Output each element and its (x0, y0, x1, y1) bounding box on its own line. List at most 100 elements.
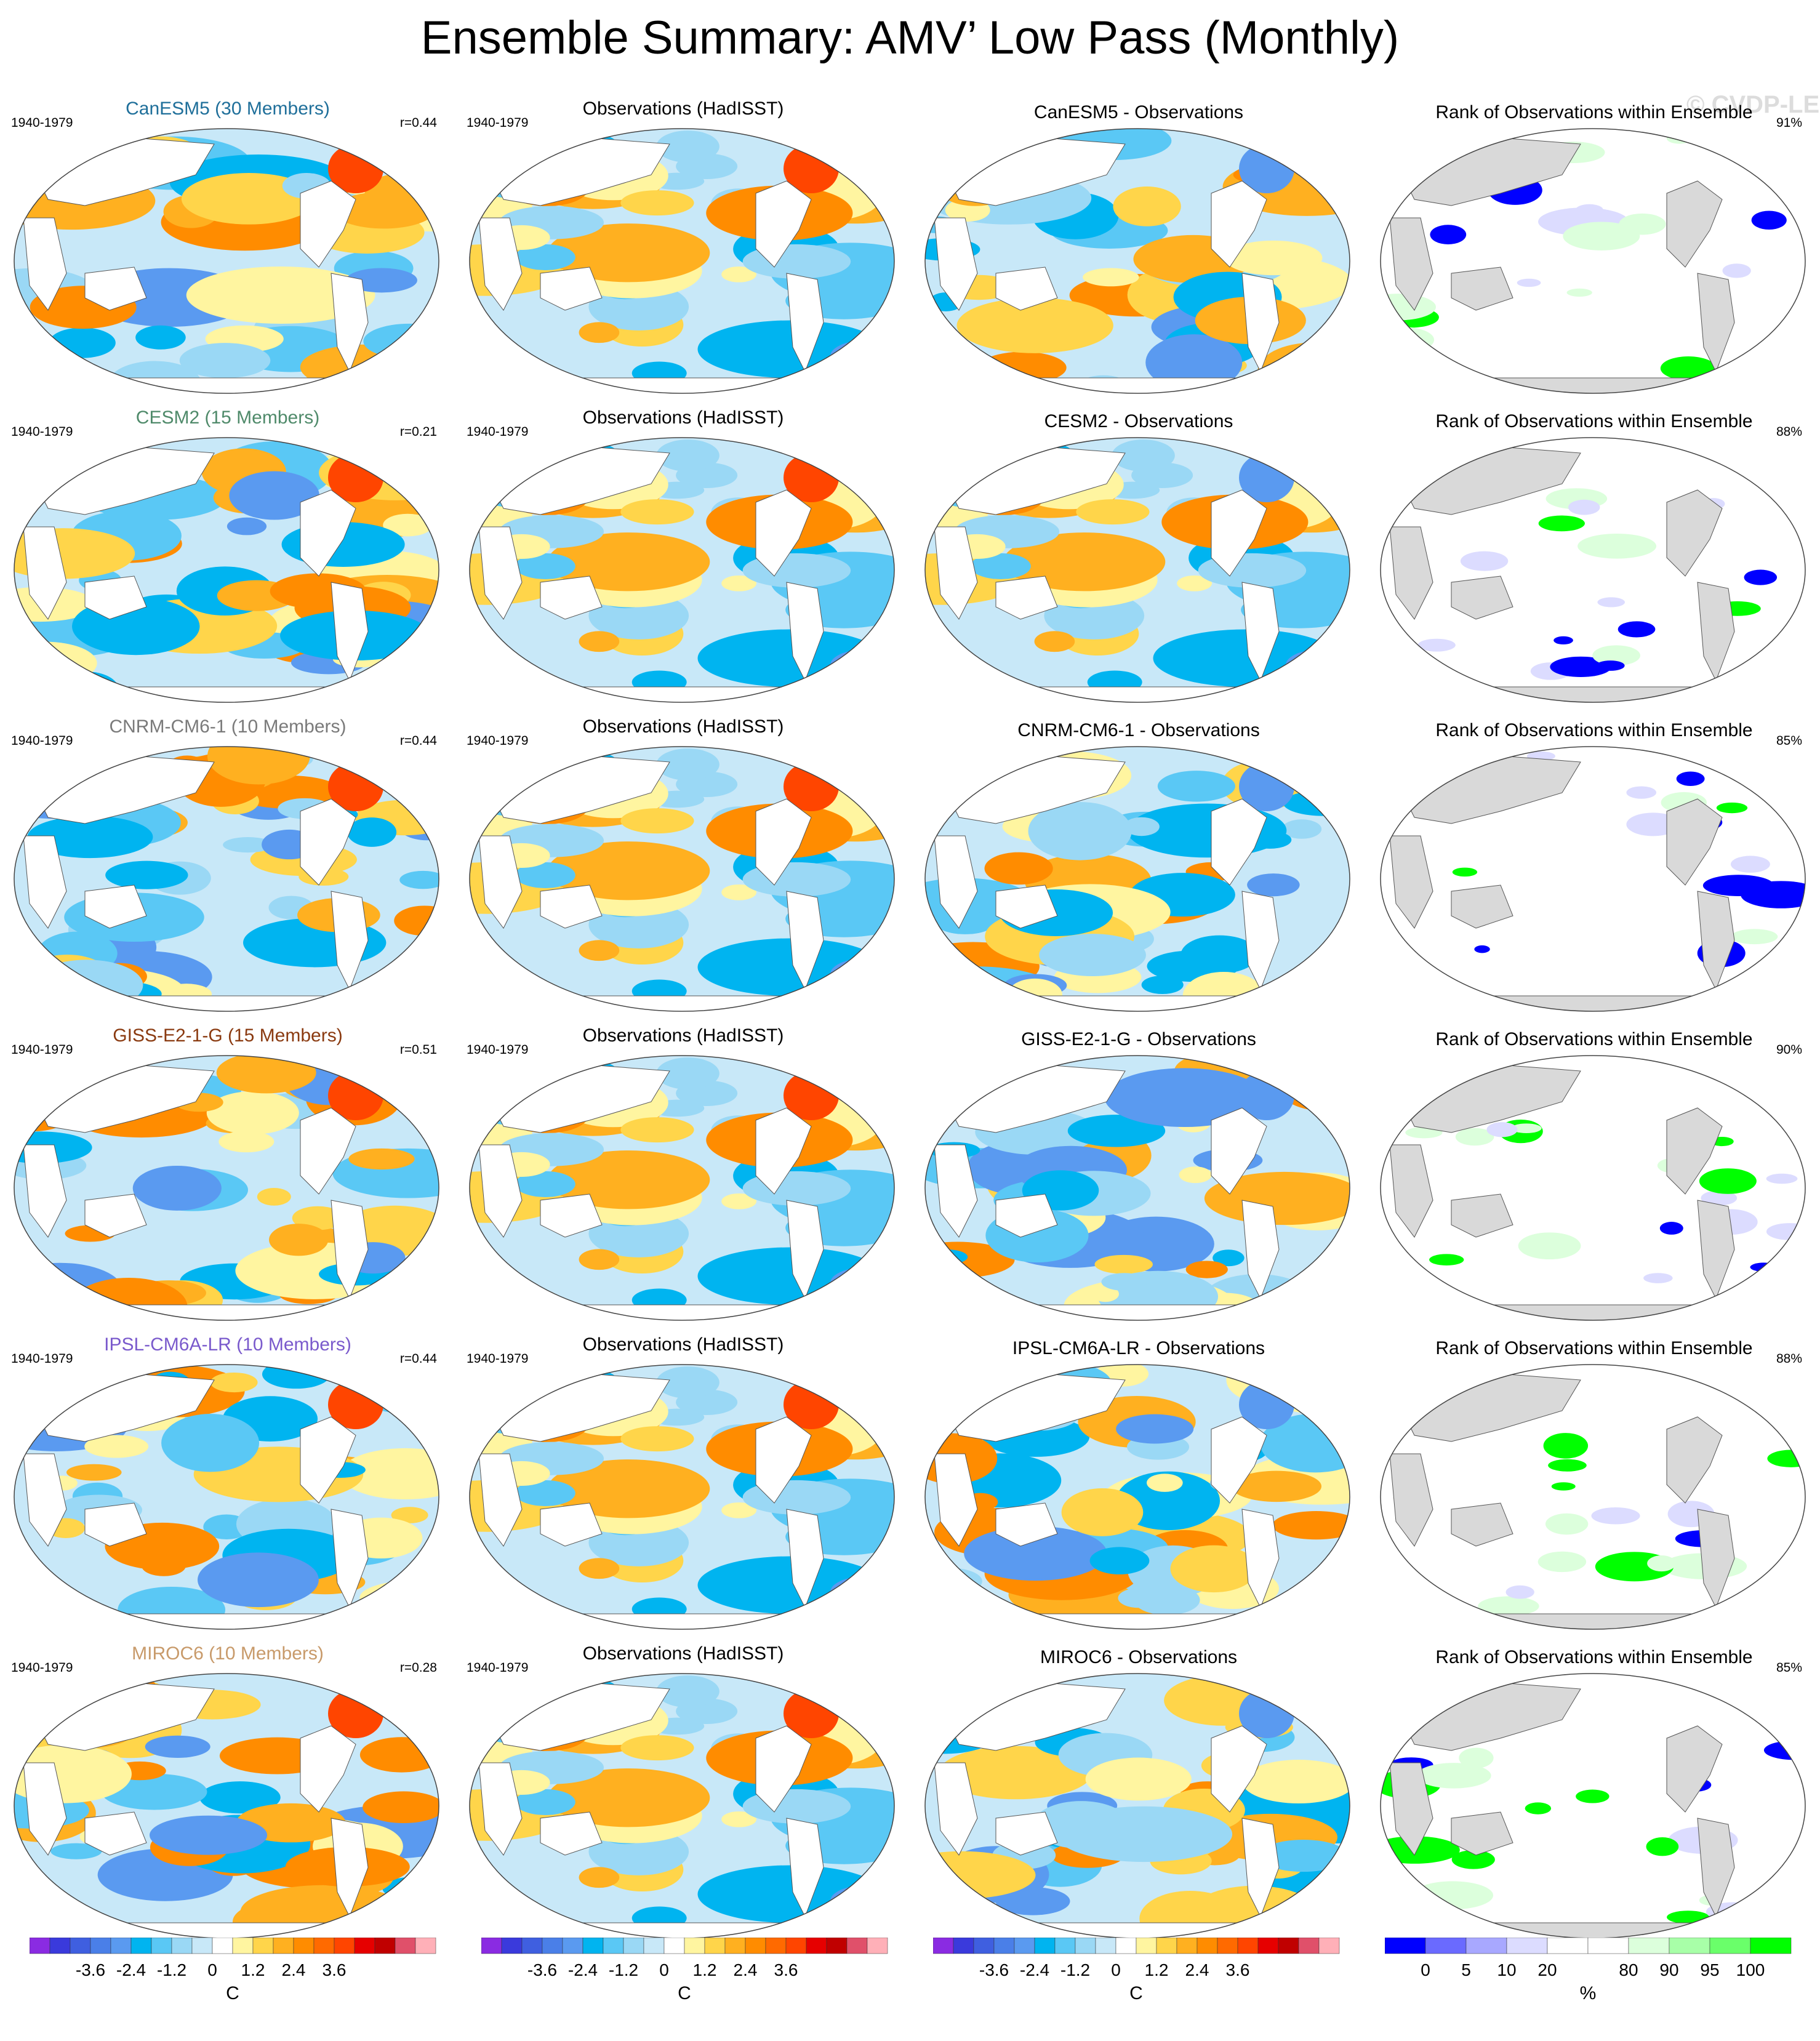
period-label: 1940-1979 (11, 734, 73, 748)
anomaly-blob (1224, 240, 1323, 276)
colorbar-tick-label: 2.4 (734, 1960, 758, 1979)
anomaly-blob (1591, 1507, 1640, 1525)
colorbar-tick-label: 80 (1619, 1960, 1638, 1979)
anomaly-blob (186, 267, 375, 324)
anomaly-blob (1517, 278, 1541, 287)
rank-title: Rank of Observations within Ensemble (1435, 102, 1753, 122)
continent-outline (1666, 489, 1723, 577)
continent-outline (1211, 180, 1267, 268)
anomaly-blob (84, 1435, 149, 1458)
continent-outline (934, 1453, 978, 1547)
colorbar-unit: C (226, 1983, 239, 2003)
colorbar-tick-label: 10 (1497, 1960, 1516, 1979)
anomaly-blob (1415, 438, 1458, 463)
continent-outline (1389, 526, 1433, 620)
colorbar-unit: C (1129, 1983, 1143, 2003)
rank-map (1380, 128, 1806, 394)
anomaly-blob (1146, 1474, 1183, 1492)
anomaly-blob (14, 345, 54, 366)
anomaly-blob (1083, 268, 1139, 287)
map-border (14, 746, 439, 1012)
difference-panel: CESM2 - Observations (911, 407, 1366, 717)
continent-outline (1211, 489, 1267, 577)
colorbar-swatch (1257, 1938, 1279, 1954)
observations-title: Observations (HadISST) (582, 716, 784, 737)
colorbar-swatch (49, 1938, 71, 1954)
colorbar-swatch (151, 1938, 172, 1954)
period-label: 1940-1979 (467, 116, 529, 130)
continent-outline (934, 217, 978, 311)
panel-row: IPSL-CM6A-LR (10 Members) 1940-1979 r=0.44… (0, 1334, 1820, 1644)
anomaly-blob (1576, 1789, 1610, 1803)
anomaly-blob (1281, 819, 1322, 839)
continent-outline (995, 884, 1058, 929)
colorbar-swatch (542, 1938, 563, 1954)
anomaly-blob (1416, 988, 1437, 997)
continent-outline (300, 1725, 356, 1813)
colorbar-tick-label: 0 (659, 1960, 669, 1979)
anomaly-blob (721, 575, 756, 591)
anomaly-blob (400, 1076, 439, 1097)
continent-outline (1451, 575, 1513, 620)
continent-outline (540, 1193, 603, 1238)
anomaly-blob (620, 1117, 694, 1143)
continent-outline (1241, 1818, 1280, 1918)
map-border (924, 437, 1350, 703)
colorbar-tick-label: -1.2 (157, 1960, 186, 1979)
anomaly-blob (656, 1366, 720, 1399)
anomaly-blob (348, 1148, 415, 1170)
continent-outline (1451, 1193, 1513, 1238)
anomaly-blob (387, 1685, 435, 1704)
rank-panel: Rank of Observations within Ensemble 88% (1366, 1334, 1820, 1644)
anomaly-blob (54, 672, 119, 702)
continent-outline (995, 1811, 1058, 1856)
ocean-field (1381, 1365, 1805, 1629)
anomaly-blob (207, 747, 310, 785)
rank-title: Rank of Observations within Ensemble (1435, 1647, 1753, 1667)
anomaly-blob (579, 1867, 620, 1888)
anomaly-blob (579, 631, 620, 652)
model-map (14, 437, 439, 703)
anomaly-blob (1545, 1513, 1589, 1535)
colorbar-swatch (1318, 1938, 1340, 1954)
panel-row: CanESM5 (30 Members) 1940-1979 r=0.44 Obser… (0, 98, 1820, 408)
anomaly-blob (269, 1224, 329, 1256)
anomaly-blob (1113, 186, 1181, 227)
anomaly-blob (1643, 1273, 1673, 1283)
difference-map (924, 1055, 1350, 1321)
continent-outline (540, 575, 603, 620)
model-title: MIROC6 (10 Members) (132, 1643, 324, 1664)
anomaly-blob (939, 1746, 1092, 1800)
observations-map (469, 746, 895, 1012)
difference-title: CNRM-CM6-1 - Observations (1017, 720, 1260, 740)
observations-panel: Observations (HadISST) 1940-1979 (455, 716, 911, 1026)
anomaly-blob (1592, 645, 1641, 666)
anomaly-blob (1597, 597, 1626, 607)
anomaly-blob (697, 629, 883, 688)
continent-outline (84, 1502, 147, 1547)
anomaly-blob (963, 129, 996, 148)
colorbar-swatch (232, 1938, 254, 1954)
rank-percent: 85% (1776, 1661, 1802, 1675)
rank-map (1380, 437, 1806, 703)
anomaly-blob (1112, 439, 1175, 472)
anomaly-blob (1460, 551, 1509, 571)
anomaly-blob (721, 1193, 756, 1209)
anomaly-blob (1417, 638, 1456, 652)
difference-panel: CanESM5 - Observations (911, 98, 1366, 408)
anomaly-blob (515, 1789, 575, 1815)
colorbar-swatch (1587, 1938, 1629, 1954)
colorbar-swatch (806, 1938, 827, 1954)
anomaly-blob (1701, 1190, 1738, 1206)
continent-outline (331, 1509, 369, 1609)
anomaly-blob (1699, 1168, 1757, 1194)
anomaly-blob (300, 344, 430, 390)
continent-outline (755, 1725, 812, 1813)
anomaly-blob (1116, 1414, 1194, 1444)
pattern-correlation: r=0.21 (399, 425, 437, 439)
difference-title: CESM2 - Observations (1044, 411, 1233, 431)
observations-panel: Observations (HadISST) 1940-1979 (455, 1025, 911, 1335)
anomaly-blob (1646, 1837, 1679, 1856)
continent-outline (1241, 1200, 1280, 1300)
colorbar-tick-label: -2.4 (568, 1960, 598, 1979)
